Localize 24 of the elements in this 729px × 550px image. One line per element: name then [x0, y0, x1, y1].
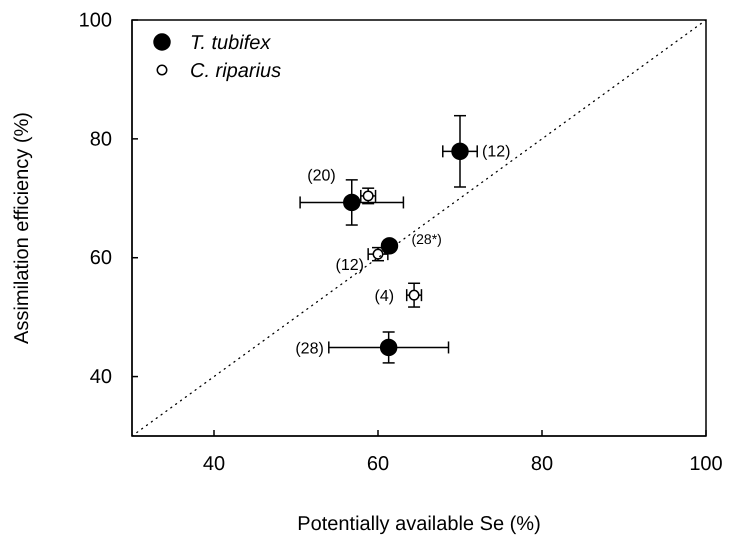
annotation: (28*)	[411, 230, 442, 247]
y-tick-label: 40	[90, 366, 112, 388]
y-axis-title: Assimilation efficiency (%)	[11, 112, 33, 344]
x-tick-label: 80	[530, 453, 554, 476]
legend-label: T. tubifex	[190, 32, 272, 54]
point	[380, 237, 398, 255]
point	[408, 290, 420, 301]
point	[362, 190, 374, 202]
annotation: (4)	[374, 288, 394, 306]
x-tick-label: 100	[689, 453, 723, 476]
x-axis-title: Potentially available Se (%)	[297, 513, 541, 535]
legend-label: C. riparius	[190, 60, 282, 82]
annotation: (20)	[307, 167, 336, 184]
annotation: (12)	[482, 143, 510, 160]
point	[380, 338, 398, 356]
point	[451, 142, 469, 160]
y-tick-label: 60	[90, 247, 112, 270]
annotation: (12)	[336, 257, 364, 274]
x-tick-label: 60	[366, 453, 390, 476]
annotation: (28)	[295, 340, 324, 358]
x-tick-label: 40	[202, 453, 226, 476]
y-tick-label: 100	[78, 9, 112, 32]
point	[343, 194, 360, 212]
y-tick-label: 80	[90, 128, 112, 150]
